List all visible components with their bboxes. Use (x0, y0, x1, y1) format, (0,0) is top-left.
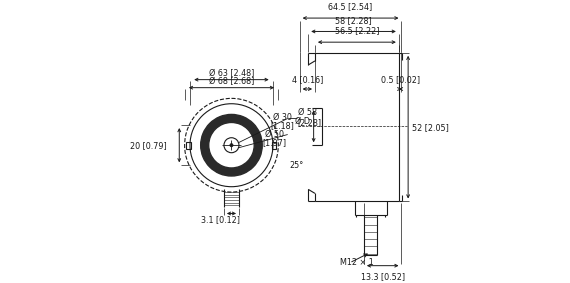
Text: Ø 58
[2.28]: Ø 58 [2.28] (298, 108, 321, 127)
Text: 0.5 [0.02]: 0.5 [0.02] (381, 75, 420, 84)
Text: M12 × 1: M12 × 1 (340, 258, 373, 267)
Text: [1.97]: [1.97] (262, 138, 286, 147)
Text: Ø D: Ø D (295, 117, 310, 126)
Text: Ø 63 [2.48]: Ø 63 [2.48] (209, 69, 254, 78)
Text: 3.1 [0.12]: 3.1 [0.12] (201, 215, 241, 224)
Text: 64.5 [2.54]: 64.5 [2.54] (328, 2, 373, 11)
Text: 20 [0.79]: 20 [0.79] (131, 141, 167, 150)
Bar (272, 142, 276, 149)
Text: [1.18]: [1.18] (270, 121, 294, 130)
Circle shape (230, 143, 233, 147)
Text: Ø 68 [2.68]: Ø 68 [2.68] (209, 77, 254, 86)
Text: 58 [2.28]: 58 [2.28] (335, 16, 372, 25)
Text: 13.3 [0.52]: 13.3 [0.52] (361, 272, 405, 281)
Bar (186, 142, 192, 149)
Text: Ø 30: Ø 30 (273, 113, 292, 122)
Text: 52 [2.05]: 52 [2.05] (412, 123, 449, 132)
Text: 4 [0.16]: 4 [0.16] (292, 75, 323, 84)
Text: Ø 50: Ø 50 (265, 130, 284, 139)
Text: 25°: 25° (289, 161, 303, 170)
Text: 56.5 [2.22]: 56.5 [2.22] (335, 27, 379, 35)
